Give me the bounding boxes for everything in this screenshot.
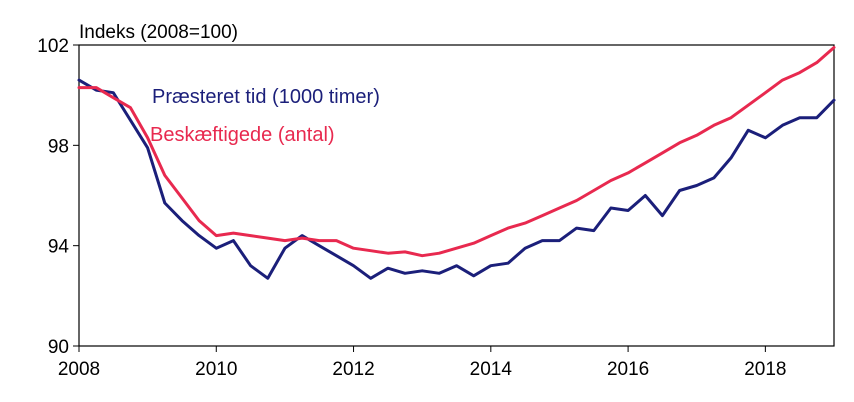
plot-area-frame bbox=[78, 44, 835, 347]
legend-label-beskaeftigede: Beskæftigede (antal) bbox=[150, 124, 335, 146]
series-line-beskaeftigede bbox=[77, 46, 836, 258]
series-line-praesteret-tid bbox=[77, 78, 836, 280]
x-tick-label: 2012 bbox=[332, 359, 374, 380]
y-axis: 90 94 98 102 bbox=[37, 36, 79, 358]
x-tick-label: 2014 bbox=[470, 359, 513, 380]
y-tick-label: 102 bbox=[37, 36, 69, 57]
series-lines bbox=[77, 46, 836, 280]
x-tick-label: 2016 bbox=[607, 359, 649, 380]
x-tick-label: 2010 bbox=[195, 359, 237, 380]
y-tick-label: 90 bbox=[48, 337, 69, 358]
y-tick-label: 98 bbox=[48, 136, 69, 157]
x-tick-label: 2018 bbox=[744, 359, 786, 380]
y-tick-label: 94 bbox=[48, 237, 70, 258]
x-tick-label: 2008 bbox=[58, 359, 100, 380]
x-axis: 2008 2010 2012 2014 2016 2018 bbox=[58, 346, 787, 380]
y-axis-unit-label: Indeks (2008=100) bbox=[79, 22, 238, 43]
legend-label-praesteret-tid: Præsteret tid (1000 timer) bbox=[152, 86, 380, 108]
